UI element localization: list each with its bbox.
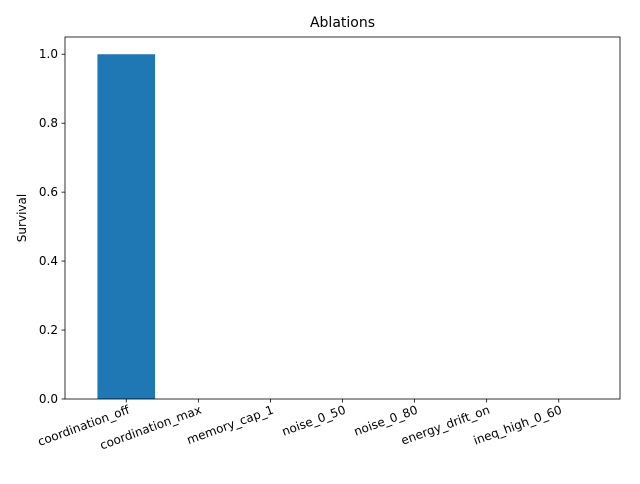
bar-coordination_off (97, 54, 156, 399)
y-tick-label: 0.0 (39, 392, 58, 406)
y-tick-label: 1.0 (39, 47, 58, 61)
y-ticks-layer: 0.0 0.2 0.4 0.6 0.8 1.0 (39, 47, 65, 406)
y-tick-label: 0.6 (39, 185, 58, 199)
y-axis-label: Survival (15, 194, 29, 242)
x-ticks-layer: coordination_offcoordination_maxmemory_c… (36, 399, 564, 452)
y-tick-label: 0.8 (39, 116, 58, 130)
y-tick-label: 0.4 (39, 254, 58, 268)
y-tick-label: 0.2 (39, 323, 58, 337)
x-tick-label: noise_0_50 (280, 403, 348, 439)
bars-layer (97, 54, 156, 399)
chart-title: Ablations (310, 15, 375, 31)
plot-frame (64, 36, 621, 400)
